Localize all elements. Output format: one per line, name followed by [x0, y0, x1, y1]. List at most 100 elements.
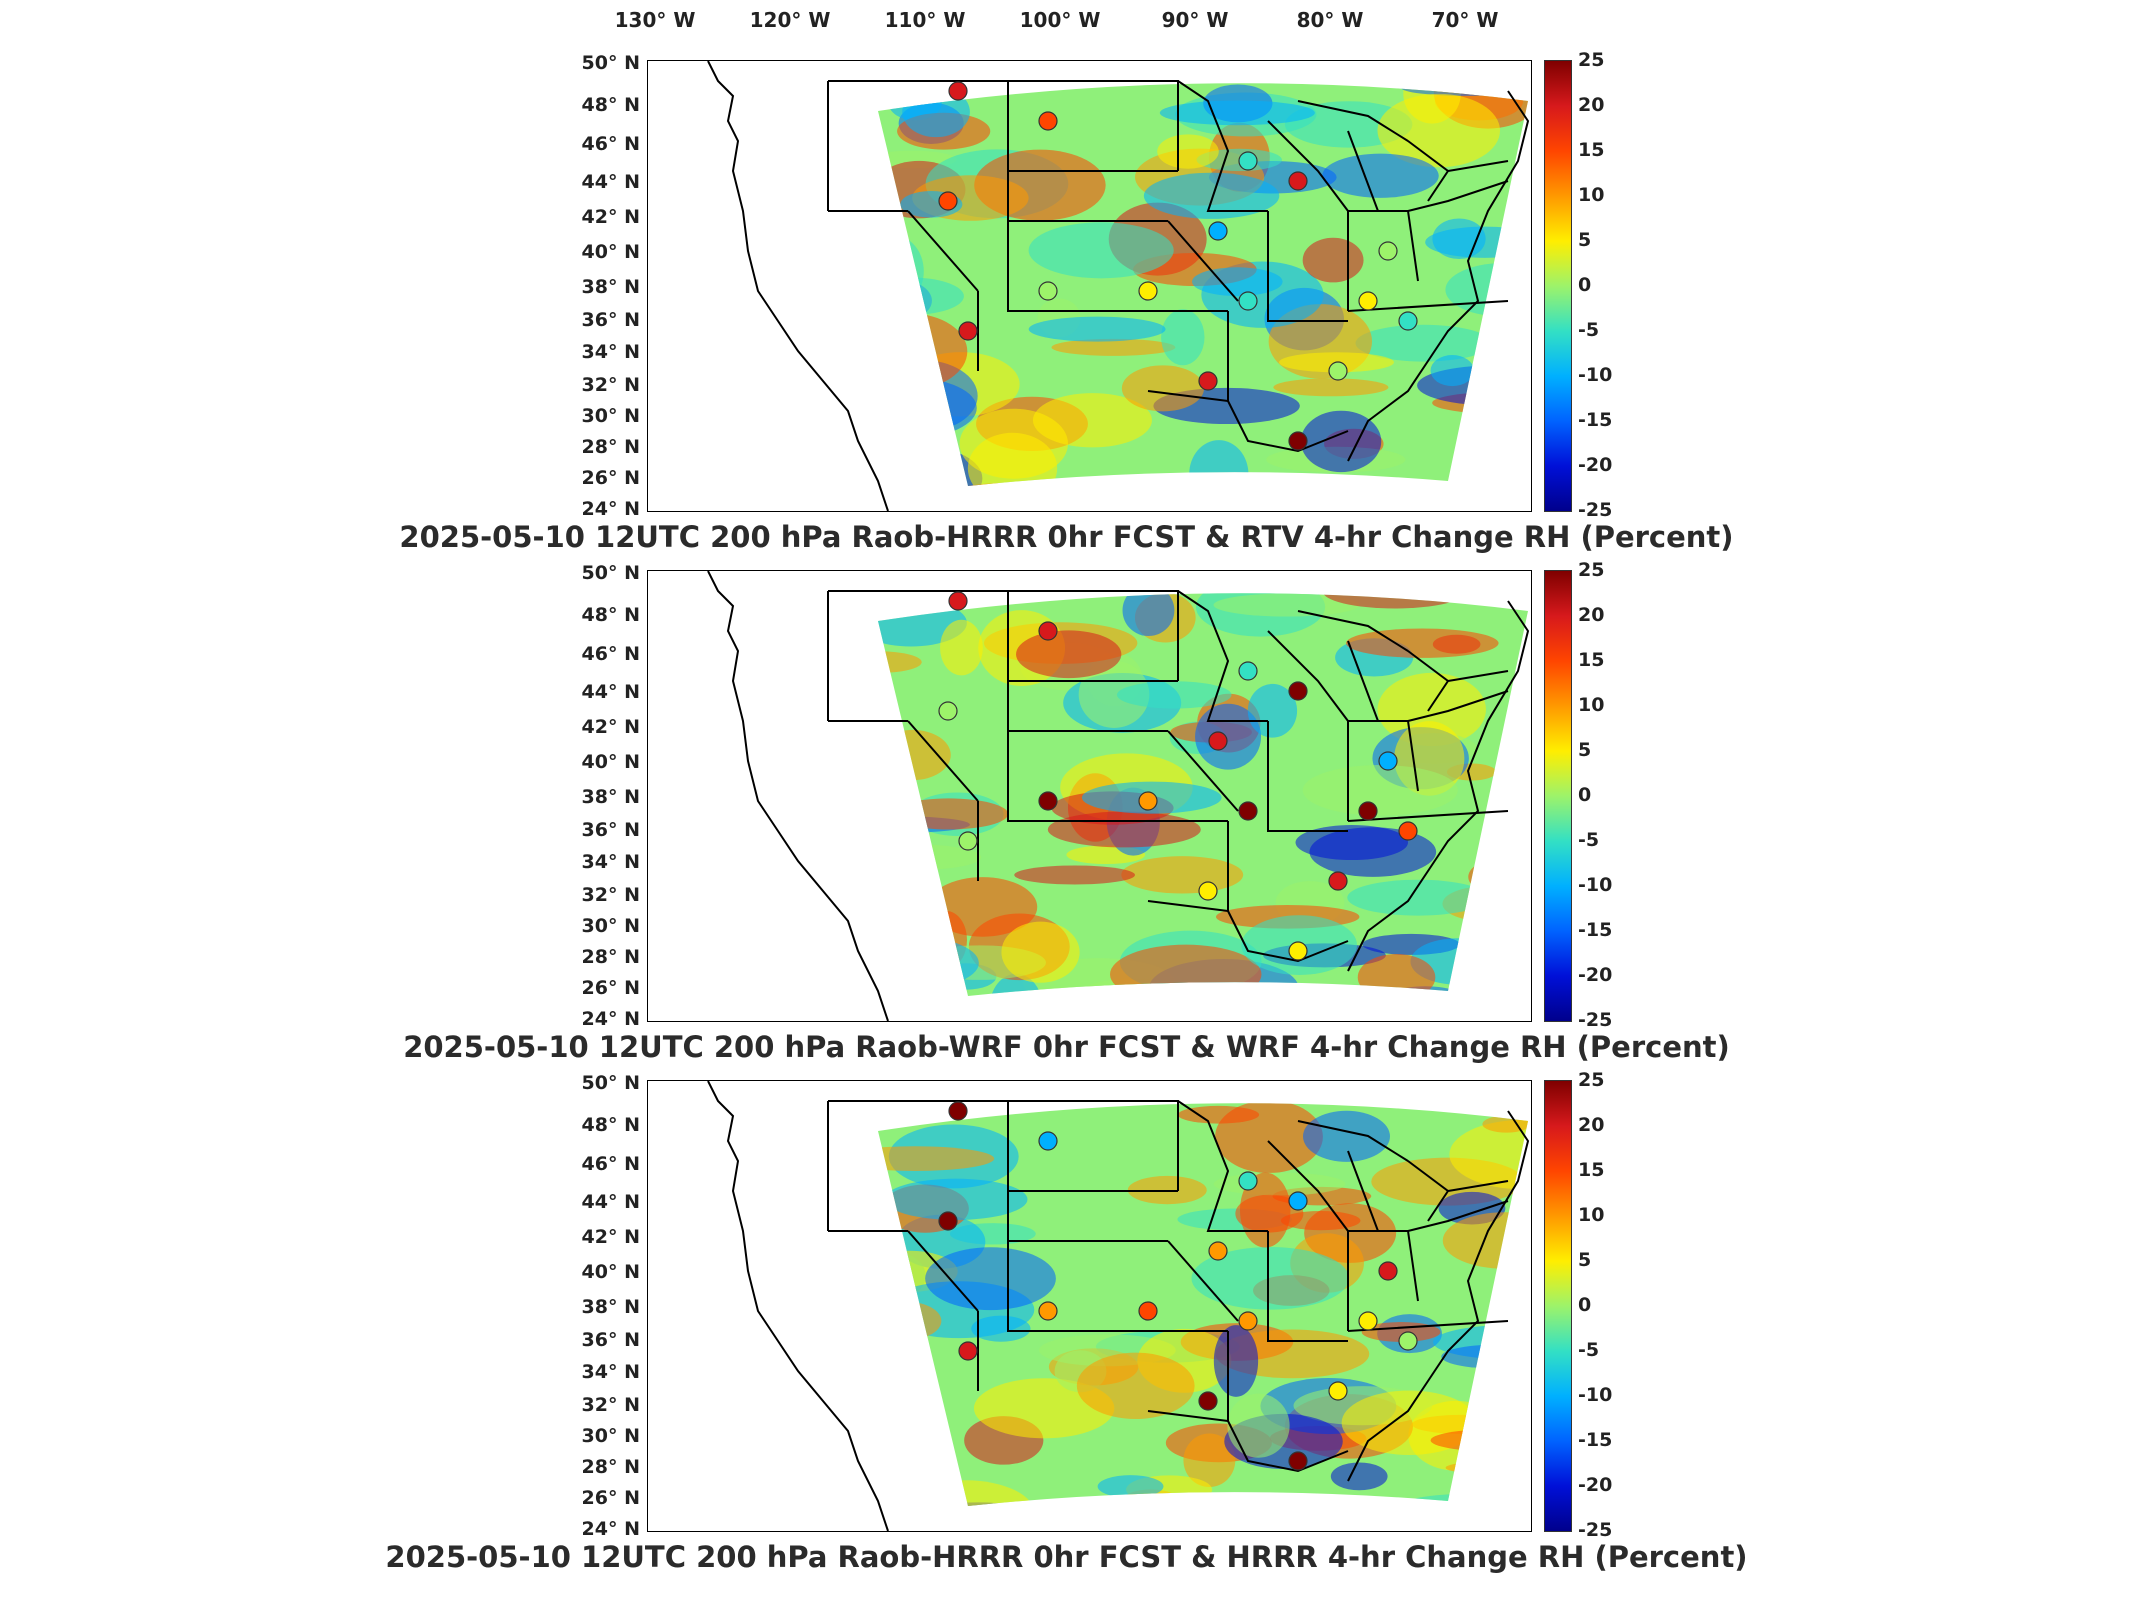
rh-field-patch — [878, 844, 982, 871]
colorbar-tick-label: 15 — [1578, 649, 1605, 671]
rh-field-patch — [1302, 764, 1458, 816]
colorbar-tick-label: 10 — [1578, 694, 1605, 716]
rh-field-patch — [1468, 860, 1525, 894]
panel-caption: 2025-05-10 12UTC 200 hPa Raob-HRRR 0hr F… — [399, 520, 1734, 554]
raob-station-marker — [1038, 621, 1058, 641]
rh-field-patch — [1303, 1110, 1390, 1162]
lon-label: 110° W — [884, 8, 966, 32]
coastline — [707, 571, 889, 1021]
rh-field-patch — [1322, 593, 1467, 609]
lat-label: 32° N — [581, 1394, 640, 1416]
rh-change-map — [647, 570, 1532, 1022]
colorbar-tick-label: 20 — [1578, 94, 1605, 116]
raob-station-marker — [948, 591, 968, 611]
colorbar-tick-label: 25 — [1578, 559, 1605, 581]
lat-label: 50° N — [581, 52, 640, 74]
rh-field-patch — [1183, 1433, 1236, 1488]
colorbar-tick-label: 0 — [1578, 784, 1592, 806]
rh-field-patch — [1302, 237, 1364, 283]
lat-label: 40° N — [581, 241, 640, 263]
rh-field-patch — [1471, 1395, 1528, 1447]
rh-field-patch — [1115, 1489, 1187, 1506]
lat-label: 24° N — [581, 498, 640, 520]
rh-field-patch — [1377, 93, 1501, 168]
colorbar-tick-label: 0 — [1578, 274, 1592, 296]
rh-field — [878, 593, 1528, 996]
raob-station-marker — [1358, 291, 1378, 311]
lat-label: 30° N — [581, 405, 640, 427]
rh-field — [878, 83, 1528, 486]
lat-label: 28° N — [581, 1456, 640, 1478]
raob-station-marker — [1288, 171, 1308, 191]
lat-label: 42° N — [581, 716, 640, 738]
raob-station-marker — [1288, 681, 1308, 701]
raob-station-marker — [1208, 731, 1228, 751]
state-boundary — [1297, 1120, 1509, 1232]
raob-station-marker — [1288, 431, 1308, 451]
rh-field-patch — [878, 729, 951, 781]
colorbar-tick-label: 5 — [1578, 1249, 1592, 1271]
raob-station-marker — [1328, 1381, 1348, 1401]
state-boundary — [1227, 180, 1509, 453]
rh-field-patch — [1189, 440, 1249, 486]
lat-label: 46° N — [581, 133, 640, 155]
state-boundary — [1227, 690, 1509, 963]
lat-label: 32° N — [581, 884, 640, 906]
lat-label: 44° N — [581, 171, 640, 193]
raob-station-marker — [1288, 941, 1308, 961]
lat-label: 32° N — [581, 374, 640, 396]
rh-field-patch — [878, 235, 924, 308]
colorbar-tick-label: 10 — [1578, 1204, 1605, 1226]
raob-station-marker — [1038, 1301, 1058, 1321]
state-boundary — [827, 590, 1009, 881]
rh-field-patch — [940, 619, 983, 676]
lat-label: 28° N — [581, 946, 640, 968]
rh-field-patch — [1273, 378, 1389, 397]
rh-field-patch — [878, 1300, 942, 1341]
raob-station-marker — [1238, 801, 1258, 821]
lat-label: 24° N — [581, 1008, 640, 1030]
raob-station-marker — [1198, 881, 1218, 901]
rh-field-patch — [1247, 683, 1298, 738]
rh-field-patch — [1240, 1172, 1291, 1248]
raob-station-marker — [1038, 791, 1058, 811]
colorbar-tick-label: -20 — [1578, 454, 1613, 476]
rh-field-patch — [1001, 921, 1080, 983]
lat-label: 46° N — [581, 1153, 640, 1175]
rh-field-patch — [1322, 153, 1439, 198]
colorbar-tick-label: -10 — [1578, 1384, 1613, 1406]
lat-label: 38° N — [581, 786, 640, 808]
rh-field-patch — [1191, 1246, 1350, 1310]
raob-station-marker — [1288, 1451, 1308, 1471]
rh-change-map — [647, 1080, 1532, 1532]
rh-field-patch — [878, 1146, 995, 1171]
rh-field-patch — [1078, 660, 1150, 728]
rh-field-patch — [878, 313, 968, 390]
rh-field-patch — [1125, 475, 1173, 486]
colorbar-tick-label: -15 — [1578, 409, 1613, 431]
panel-caption: 2025-05-10 12UTC 200 hPa Raob-WRF 0hr FC… — [403, 1030, 1730, 1064]
colorbar-tick-label: 15 — [1578, 139, 1605, 161]
colorbar — [1544, 570, 1572, 1022]
rh-field-patch — [1482, 1115, 1528, 1133]
rh-field-patch — [1355, 324, 1492, 362]
raob-station-marker — [938, 701, 958, 721]
raob-station-marker — [1198, 1391, 1218, 1411]
rh-field-patch — [1121, 856, 1244, 894]
state-boundary — [1347, 600, 1530, 972]
lon-label: 130° W — [614, 8, 696, 32]
rh-field-patch — [1213, 593, 1360, 617]
rh-field-patch — [1122, 593, 1175, 637]
raob-station-marker — [938, 191, 958, 211]
raob-station-marker — [958, 321, 978, 341]
rh-field-patch — [1401, 83, 1528, 96]
raob-station-marker — [1238, 1171, 1258, 1191]
raob-station-marker — [948, 1101, 968, 1121]
lat-label: 30° N — [581, 915, 640, 937]
lat-label: 34° N — [581, 1361, 640, 1383]
raob-station-marker — [1328, 361, 1348, 381]
raob-station-marker — [1198, 371, 1218, 391]
state-boundary — [1347, 1110, 1530, 1482]
colorbar-tick-label: -15 — [1578, 919, 1613, 941]
lon-label: 90° W — [1161, 8, 1229, 32]
